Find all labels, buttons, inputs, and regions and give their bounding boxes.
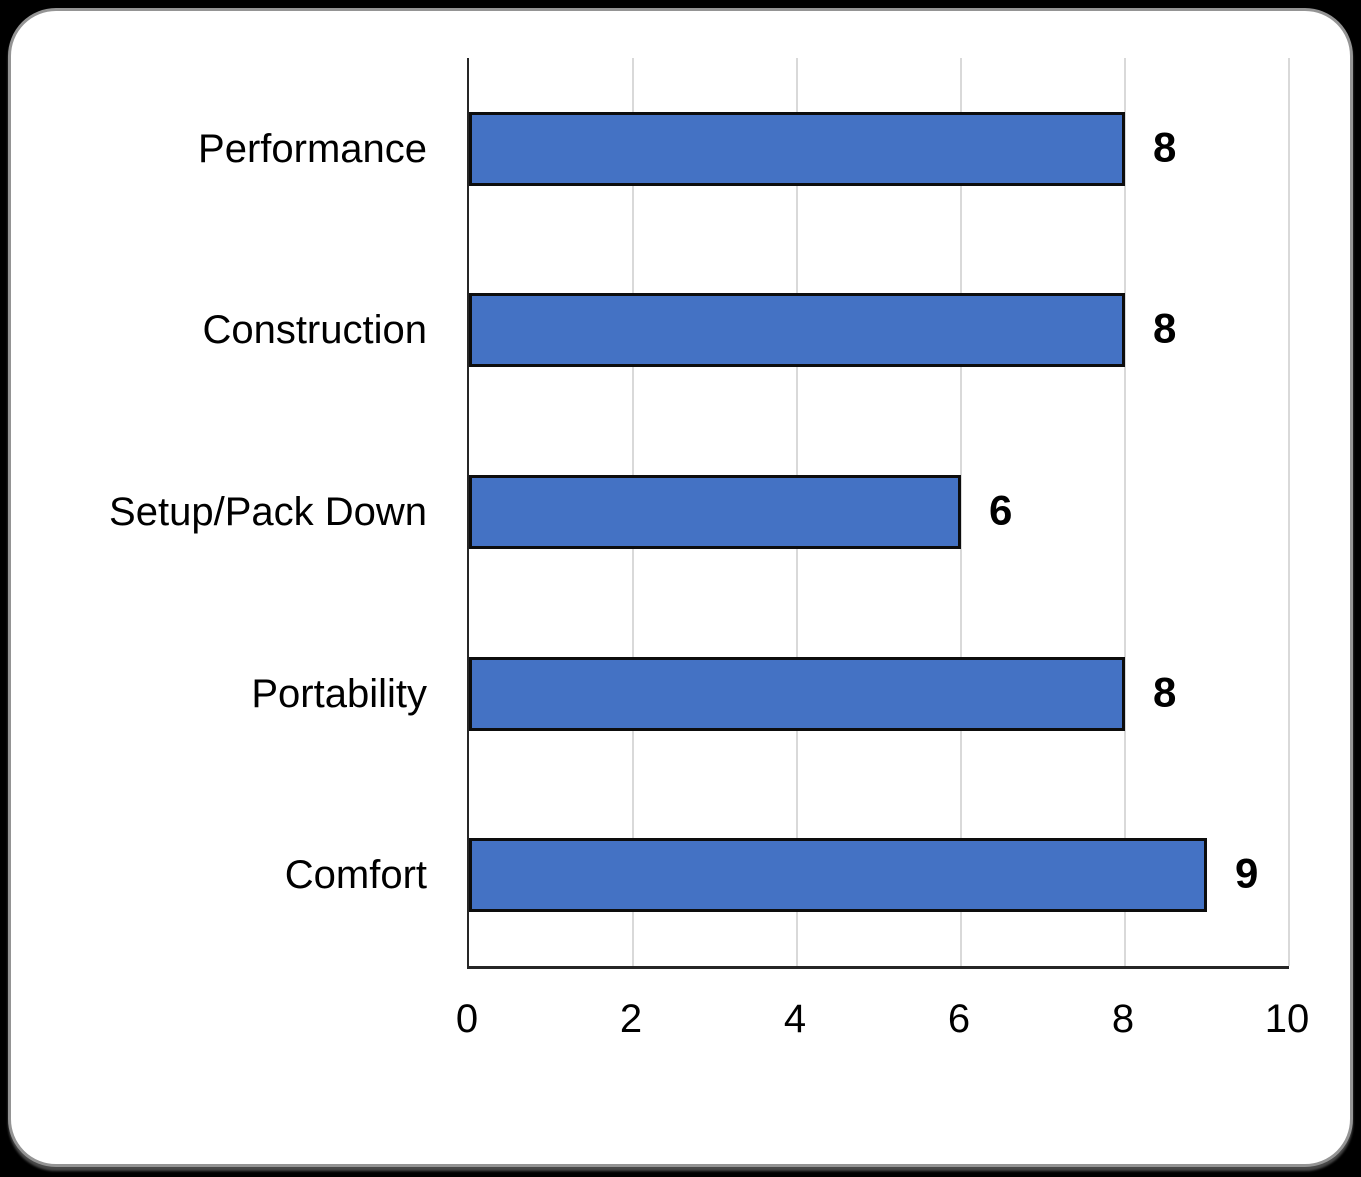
bar-comfort bbox=[469, 838, 1207, 913]
x-tick-label: 4 bbox=[783, 997, 807, 1041]
data-label: 8 bbox=[1153, 667, 1177, 715]
plot-area: 8 8 6 8 9 bbox=[467, 58, 1290, 969]
bar-setup-pack-down bbox=[469, 474, 961, 549]
bar-construction bbox=[469, 293, 1125, 368]
x-tick-label: 10 bbox=[1264, 997, 1310, 1041]
bar-row: 8 bbox=[469, 240, 1289, 422]
bar-portability bbox=[469, 656, 1125, 731]
category-label: Portability bbox=[251, 671, 427, 716]
category-label: Setup/Pack Down bbox=[109, 490, 427, 534]
category-label: Construction bbox=[202, 308, 427, 353]
data-label: 6 bbox=[989, 486, 1013, 534]
gridline bbox=[960, 58, 962, 966]
chart-card: 8 8 6 8 9 Performance Construction Setup/Pack … bbox=[8, 8, 1353, 1167]
bar-row: 9 bbox=[469, 784, 1289, 966]
x-tick-label: 6 bbox=[947, 997, 971, 1041]
x-tick-label: 0 bbox=[455, 997, 479, 1041]
category-label: Comfort bbox=[284, 853, 427, 898]
data-label: 8 bbox=[1153, 304, 1177, 352]
gridline bbox=[1124, 58, 1126, 966]
gridline bbox=[1288, 58, 1290, 966]
x-tick-label: 2 bbox=[619, 997, 643, 1041]
category-label: Performance bbox=[198, 126, 427, 171]
bar-row: 6 bbox=[469, 421, 1289, 603]
data-label: 8 bbox=[1153, 123, 1177, 171]
bar-row: 8 bbox=[469, 603, 1289, 785]
bar-row: 8 bbox=[469, 58, 1289, 240]
data-label: 9 bbox=[1235, 849, 1259, 897]
x-tick-label: 8 bbox=[1111, 997, 1135, 1041]
bar-performance bbox=[469, 111, 1125, 186]
